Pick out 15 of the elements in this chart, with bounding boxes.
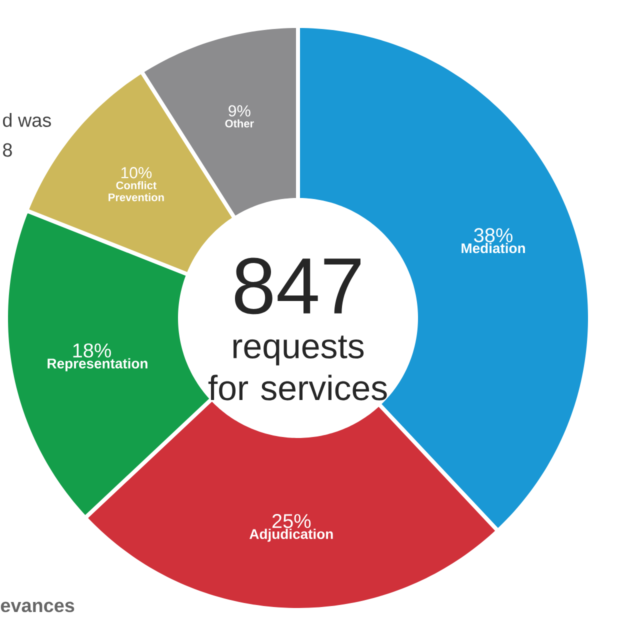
slice-label: Representation — [48, 358, 148, 372]
data-label: 9% — [228, 105, 250, 117]
text: 847 — [234, 258, 360, 314]
data-label: 18% — [73, 343, 111, 358]
text: d was — [3, 113, 51, 127]
data-label: 25% — [272, 514, 311, 528]
text: evances — [0, 602, 74, 612]
text: requests for services — [208, 336, 387, 400]
slice-label: Adjudication — [250, 528, 333, 542]
data-label: 38% — [474, 228, 512, 242]
slice-label: Other — [225, 119, 254, 128]
slice-label: Conflict Prevention — [108, 181, 164, 202]
text: 8 — [3, 143, 12, 157]
slice-label: Mediation — [462, 242, 525, 254]
data-label: 10% — [121, 167, 152, 178]
